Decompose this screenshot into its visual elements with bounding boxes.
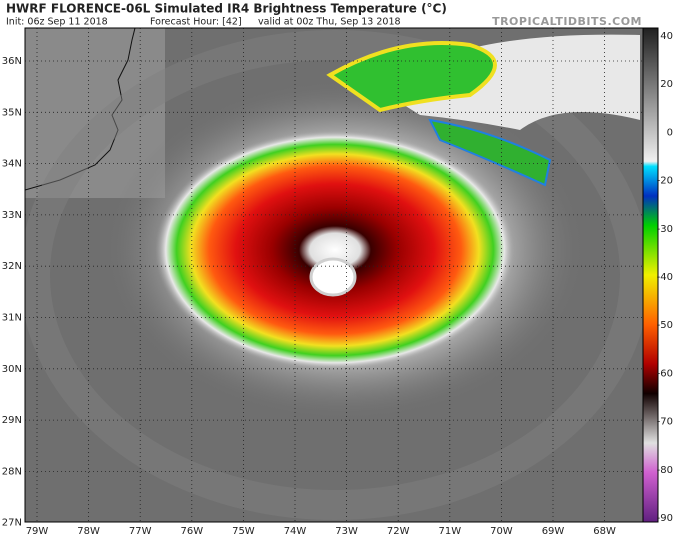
colorbar-label: -50 [657, 320, 673, 331]
storm-core [155, 130, 515, 370]
map [25, 28, 643, 522]
site-name: TROPICALTIDBITS.COM [492, 15, 642, 28]
lat-label: 32N [2, 261, 22, 272]
colorbar-label: -20 [657, 176, 673, 187]
colorbar-label: -80 [657, 465, 673, 476]
lat-label: 33N [2, 210, 22, 221]
colorbar-label: 20 [660, 79, 673, 90]
lon-label: 74W [284, 526, 307, 537]
colorbar-label: 40 [660, 31, 673, 42]
colorbar-label: 0 [667, 127, 673, 138]
lon-label: 75W [232, 526, 255, 537]
lon-label: 68W [593, 526, 616, 537]
forecast-hour: Forecast Hour: [42] [150, 17, 242, 28]
title: HWRF FLORENCE-06L Simulated IR4 Brightne… [6, 2, 447, 16]
colorbar-label: -70 [657, 417, 673, 428]
lon-label: 78W [77, 526, 100, 537]
outflow-band [326, 41, 497, 113]
colorbar-label: -30 [657, 224, 673, 235]
grid [25, 28, 643, 522]
lon-label: 71W [438, 526, 461, 537]
lon-label: 76W [180, 526, 203, 537]
lon-label: 77W [129, 526, 152, 537]
lat-label: 29N [2, 415, 22, 426]
lat-label: 31N [2, 313, 22, 324]
lat-label: 35N [2, 107, 22, 118]
init: Init: 06z Sep 11 2018 [6, 17, 108, 28]
colorbar [642, 27, 659, 523]
outflow-arm [428, 118, 552, 187]
lat-label: 36N [2, 56, 22, 67]
valid-time: valid at 00z Thu, Sep 13 2018 [258, 17, 401, 28]
lat-label: 34N [2, 159, 22, 170]
outer-band [25, 30, 643, 520]
lat-label: 27N [2, 518, 22, 529]
eye [309, 257, 357, 297]
lon-label: 79W [26, 526, 49, 537]
lon-label: 73W [335, 526, 358, 537]
lon-label: 69W [542, 526, 565, 537]
colorbar-label: -90 [657, 513, 673, 524]
colorbar-label: -60 [657, 368, 673, 379]
lat-label: 28N [2, 466, 22, 477]
lat-label: 30N [2, 364, 22, 375]
lon-label: 72W [387, 526, 410, 537]
colorbar-label: -40 [657, 272, 673, 283]
labels: 36N 35N 34N 33N 32N 31N 30N 29N 28N 27N 79W 78W 77W 7… [2, 31, 673, 537]
lon-label: 70W [490, 526, 513, 537]
